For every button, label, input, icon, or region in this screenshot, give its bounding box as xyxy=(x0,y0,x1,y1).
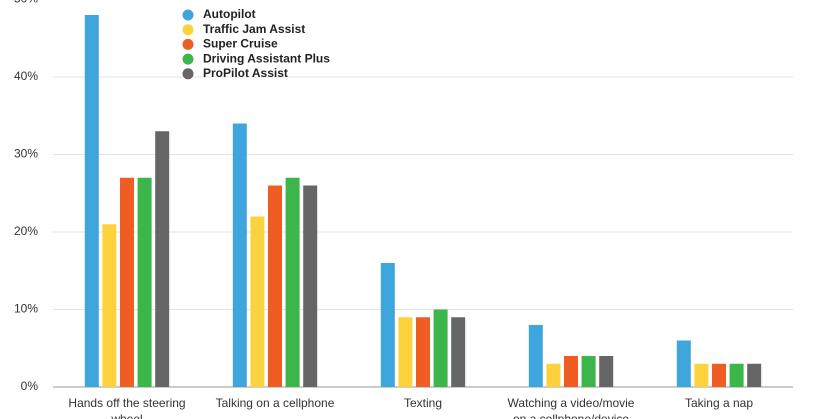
x-tick-label-box: Talking on a cellphone xyxy=(215,396,335,410)
x-tick-label: Taking a nap xyxy=(684,396,754,410)
bar xyxy=(747,363,762,387)
bar xyxy=(137,177,152,387)
x-tick-label: Talking on a cellphone xyxy=(215,396,335,410)
x-tick-label: Hands off the steering wheel xyxy=(68,396,186,419)
legend-marker xyxy=(182,24,194,36)
bar xyxy=(232,123,247,387)
bar xyxy=(451,317,466,387)
legend-label: Super Cruise xyxy=(203,37,278,51)
bar xyxy=(285,177,300,387)
bar xyxy=(120,177,134,387)
legend-marker xyxy=(182,53,194,65)
x-tick-label: Texting xyxy=(403,396,443,410)
legend-label: Traffic Jam Assist xyxy=(203,22,305,36)
bar xyxy=(268,185,282,387)
legend-marker xyxy=(182,68,194,80)
legend-marker xyxy=(182,38,194,50)
legend-label: Autopilot xyxy=(203,7,256,21)
y-tick-label: 20% xyxy=(14,224,38,238)
legend-marker xyxy=(182,9,194,21)
bar xyxy=(398,317,413,387)
bar xyxy=(528,325,543,387)
bar xyxy=(694,363,709,387)
bar xyxy=(676,340,691,387)
x-tick-label-box: Texting xyxy=(403,396,443,410)
x-tick-label: Watching a video/movie on a cellphone/de… xyxy=(507,396,635,419)
bar xyxy=(380,263,395,387)
bar xyxy=(416,317,430,387)
x-tick-label-box: Watching a video/movie on a cellphone/de… xyxy=(507,396,635,419)
bar xyxy=(599,356,614,387)
y-tick-label: 0% xyxy=(21,379,39,393)
bar xyxy=(564,356,578,387)
y-tick-label: 40% xyxy=(14,69,38,83)
y-tick-label: 30% xyxy=(14,147,38,161)
y-tick-label: 50% xyxy=(14,0,38,6)
legend-label: Driving Assistant Plus xyxy=(203,51,330,65)
bar xyxy=(433,309,448,387)
x-tick-label-box: Taking a nap xyxy=(684,396,754,410)
legend-label: ProPilot Assist xyxy=(203,66,288,80)
bar xyxy=(303,185,318,387)
bar xyxy=(250,216,265,387)
bar xyxy=(581,356,596,387)
bar xyxy=(84,15,99,387)
bar xyxy=(712,363,726,387)
bar xyxy=(546,363,561,387)
bar xyxy=(102,224,117,387)
bar xyxy=(155,131,170,387)
y-tick-label: 10% xyxy=(14,302,38,316)
x-tick-label-box: Hands off the steering wheel xyxy=(68,396,186,419)
bar xyxy=(729,363,744,387)
